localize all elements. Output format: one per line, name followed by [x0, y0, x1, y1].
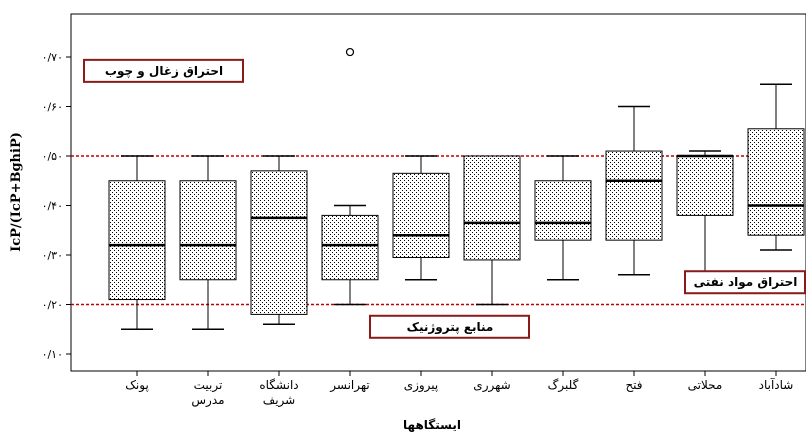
plot-frame: [70, 13, 806, 372]
annotation-box: [369, 314, 530, 339]
box-group: [250, 155, 308, 326]
box-iqr: [605, 150, 663, 241]
box-iqr: [463, 155, 521, 261]
y-tick-label: ۰/۵۰: [42, 150, 63, 163]
x-axis-title: ایستگاهها: [403, 418, 461, 432]
box-iqr: [108, 180, 166, 301]
annotations: احتراق زغال و چوب احتراق مواد نفتی منابع پ…: [83, 58, 806, 339]
annotation-box: [684, 270, 806, 295]
box-group: [108, 155, 166, 330]
box-iqr: [392, 172, 450, 258]
y-tick-label: ۰/۱۰: [42, 348, 63, 361]
box-iqr: [676, 155, 734, 216]
annotation-box: [83, 58, 244, 83]
x-category-label: فتح: [625, 378, 642, 392]
x-category-label: تربیت مدرس: [191, 378, 224, 408]
y-tick-label: ۰/۴۰: [42, 200, 63, 213]
x-category-label: گلبرگ: [548, 378, 579, 393]
annotation-label: احتراق زغال و چوب: [83, 58, 244, 83]
annotation-label: منابع پتروژنیک: [369, 314, 530, 339]
box-group: [179, 155, 237, 330]
box-iqr: [250, 170, 308, 315]
box-iqr: [179, 180, 237, 281]
boxes: [108, 47, 805, 330]
box-iqr: [747, 128, 805, 236]
box-group: [534, 155, 592, 281]
y-axis-title: IcP/(IcP+BghiP): [9, 132, 24, 252]
y-tick-label: ۰/۶۰: [42, 101, 63, 114]
annotation-text: منابع پتروژنیک: [407, 320, 494, 335]
x-category-label: دانشگاه شریف: [259, 378, 298, 408]
x-category-label: تهرانسر: [329, 378, 370, 393]
y-axis-ticks: ۰/۱۰ ۰/۲۰ ۰/۳۰ ۰/۴۰ ۰/۵۰ ۰/۶۰ ۰/۷۰: [42, 51, 71, 361]
x-category-label: محلاتی: [688, 378, 723, 392]
outlier-point: [345, 47, 355, 57]
x-category-label: شادآباد: [759, 377, 794, 392]
annotation-text: احتراق مواد نفتی: [694, 275, 798, 290]
y-tick-label: ۰/۳۰: [42, 249, 63, 262]
x-category-label: شهرری: [473, 378, 510, 393]
box-group: [676, 150, 734, 276]
box-group: [392, 155, 450, 281]
x-category-label: پونک: [125, 378, 149, 393]
y-tick-label: ۰/۷۰: [42, 51, 63, 64]
box-iqr: [534, 180, 592, 241]
box-group: [605, 105, 663, 276]
annotation-text: احتراق زغال و چوب: [105, 64, 223, 79]
box-group: [321, 47, 379, 306]
box-iqr: [321, 214, 379, 281]
box-group: [747, 83, 805, 251]
annotation-label: احتراق مواد نفتی: [684, 270, 806, 295]
y-tick-label: ۰/۲۰: [42, 299, 63, 312]
x-axis-categories: پونک تربیت مدرس دانشگاه شریف تهرانسر پیروزی شهر…: [125, 371, 793, 408]
x-category-label: پیروزی: [404, 378, 439, 393]
box-group: [463, 155, 521, 306]
